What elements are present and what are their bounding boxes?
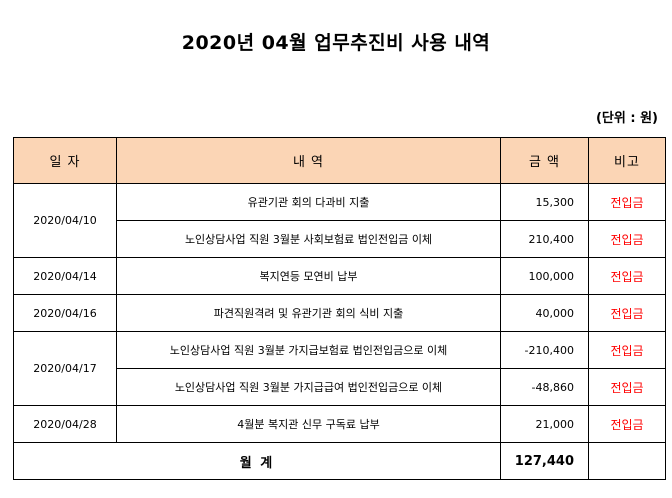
row-date: 2020/04/14 bbox=[13, 257, 117, 295]
row-amount: 100,000 bbox=[500, 257, 589, 295]
row-note: 전입금 bbox=[588, 294, 666, 332]
table-row: 노인상담사업 직원 3월분 사회보험료 법인전입금 이체 210,400 전입금 bbox=[14, 220, 666, 258]
row-amount: 15,300 bbox=[500, 183, 589, 221]
header-note: 비고 bbox=[588, 137, 666, 184]
row-note: 전입금 bbox=[588, 405, 666, 443]
row-date: 2020/04/17 bbox=[13, 331, 117, 406]
header-amount: 금 액 bbox=[500, 137, 589, 184]
row-amount: 210,400 bbox=[500, 220, 589, 258]
row-description: 노인상담사업 직원 3월분 사회보험료 법인전입금 이체 bbox=[116, 220, 501, 258]
expense-table: 일 자 내 역 금 액 비고 2020/04/10 유관기관 회의 다과비 지출… bbox=[13, 137, 666, 480]
row-amount: 21,000 bbox=[500, 405, 589, 443]
row-description: 노인상담사업 직원 3월분 가지급급여 법인전입금으로 이체 bbox=[116, 368, 501, 406]
table-row: 노인상담사업 직원 3월분 가지급급여 법인전입금으로 이체 -48,860 전… bbox=[14, 368, 666, 406]
row-note: 전입금 bbox=[588, 220, 666, 258]
row-date: 2020/04/10 bbox=[13, 183, 117, 258]
row-note: 전입금 bbox=[588, 368, 666, 406]
total-label: 월 계 bbox=[13, 442, 501, 480]
row-amount: 40,000 bbox=[500, 294, 589, 332]
row-description: 4월분 복지관 신무 구독료 납부 bbox=[116, 405, 501, 443]
page-title: 2020년 04월 업무추진비 사용 내역 bbox=[181, 32, 491, 54]
row-note: 전입금 bbox=[588, 331, 666, 369]
header-date: 일 자 bbox=[13, 137, 117, 184]
total-note bbox=[588, 442, 666, 480]
row-date: 2020/04/16 bbox=[13, 294, 117, 332]
row-note: 전입금 bbox=[588, 183, 666, 221]
total-row: 월 계 127,440 bbox=[13, 442, 666, 480]
row-description: 노인상담사업 직원 3월분 가지급보험료 법인전입금으로 이체 bbox=[116, 331, 501, 369]
row-description: 파견직원격려 및 유관기관 회의 식비 지출 bbox=[116, 294, 501, 332]
row-amount: -48,860 bbox=[500, 368, 589, 406]
row-description: 유관기관 회의 다과비 지출 bbox=[116, 183, 501, 221]
header-description: 내 역 bbox=[116, 137, 501, 184]
row-amount: -210,400 bbox=[500, 331, 589, 369]
table-row: 2020/04/14 복지연등 모연비 납부 100,000 전입금 bbox=[13, 257, 666, 295]
total-amount: 127,440 bbox=[500, 442, 589, 480]
table-row: 2020/04/17 노인상담사업 직원 3월분 가지급보험료 법인전입금으로 … bbox=[13, 331, 666, 406]
row-date: 2020/04/28 bbox=[13, 405, 117, 443]
table-row: 2020/04/28 4월분 복지관 신무 구독료 납부 21,000 전입금 bbox=[13, 405, 666, 443]
table-row: 2020/04/10 유관기관 회의 다과비 지출 15,300 전입금 bbox=[13, 183, 666, 258]
row-note: 전입금 bbox=[588, 257, 666, 295]
table-row: 2020/04/16 파견직원격려 및 유관기관 회의 식비 지출 40,000… bbox=[13, 294, 666, 332]
header-row: 일 자 내 역 금 액 비고 bbox=[13, 137, 666, 184]
row-description: 복지연등 모연비 납부 bbox=[116, 257, 501, 295]
unit-label: (단위 : 원) bbox=[595, 111, 658, 126]
